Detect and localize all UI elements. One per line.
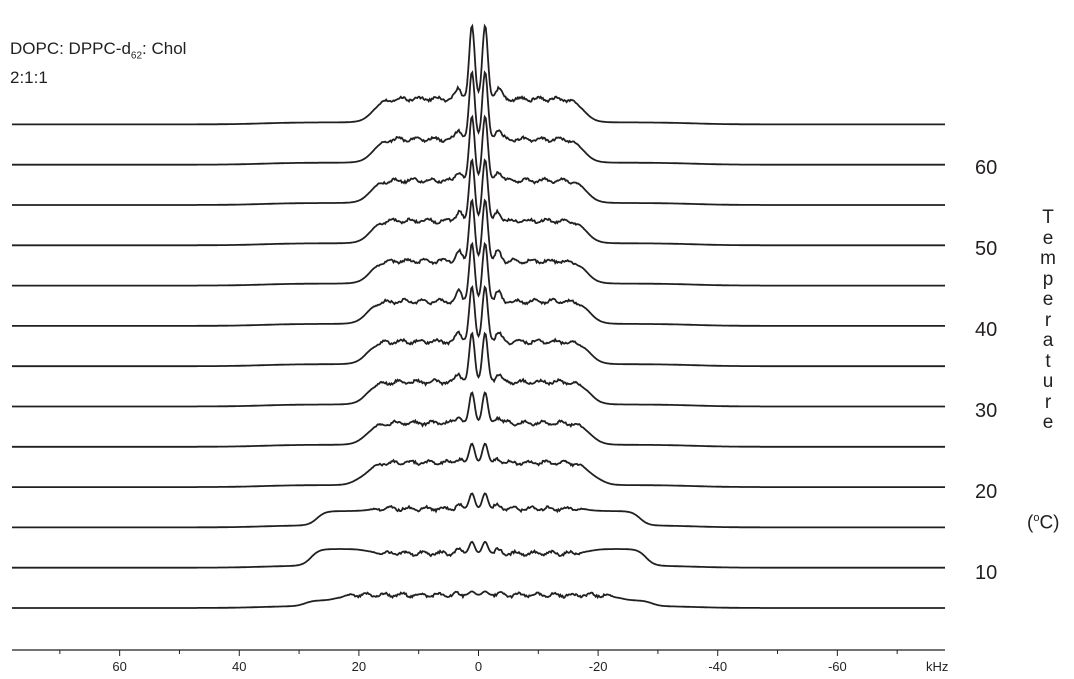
y-axis-title-letter: e bbox=[1042, 289, 1054, 310]
y-tick-label: 30 bbox=[975, 400, 997, 422]
spectrum-trace-5 bbox=[12, 391, 945, 448]
x-tick-label: 20 bbox=[352, 659, 366, 674]
spectrum-trace-12 bbox=[12, 70, 945, 166]
x-tick-label: -40 bbox=[708, 659, 727, 674]
y-tick-label: 40 bbox=[975, 319, 997, 341]
title-line-2: 2:1:1 bbox=[10, 68, 48, 88]
x-tick-label: -60 bbox=[828, 659, 847, 674]
y-tick-labels: 60 50 40 30 20 10 bbox=[975, 157, 997, 584]
chart-title: DOPC: DPPC-d62: Chol 2:1:1 bbox=[10, 38, 186, 89]
y-tick-label: 50 bbox=[975, 238, 997, 260]
y-axis-title-letter: a bbox=[1042, 330, 1054, 351]
spectrum-trace-7 bbox=[12, 285, 945, 368]
y-axis-title-letter: r bbox=[1044, 309, 1052, 331]
spectrum-trace-2 bbox=[12, 540, 945, 569]
title-line-1: DOPC: DPPC-d62: Chol bbox=[10, 39, 187, 62]
x-tick-label: 60 bbox=[112, 659, 126, 674]
spectrum-trace-4 bbox=[12, 442, 945, 488]
y-axis-unit: (oC) bbox=[1027, 512, 1060, 534]
spectrum-trace-11 bbox=[12, 114, 945, 206]
spectrum-trace-8 bbox=[12, 241, 945, 327]
x-axis-label: kHz bbox=[926, 659, 948, 674]
spectrum-trace-3 bbox=[12, 492, 945, 529]
y-tick-label: 60 bbox=[975, 157, 997, 179]
y-axis-title-letter: e bbox=[1042, 412, 1054, 433]
spectrum-trace-9 bbox=[12, 198, 945, 287]
y-axis-title-letter: u bbox=[1042, 371, 1054, 392]
y-axis-title-letter: m bbox=[1040, 248, 1056, 269]
x-tick-label: 40 bbox=[232, 659, 246, 674]
y-axis-title-letter: p bbox=[1042, 268, 1054, 290]
y-axis-title-letter: T bbox=[1042, 207, 1054, 228]
spectrum-trace-6 bbox=[12, 331, 945, 408]
spectra-traces bbox=[12, 23, 945, 609]
y-axis-title-letter: r bbox=[1044, 391, 1052, 413]
x-axis: 60 40 20 0 -20 -40 -60 kHz bbox=[12, 649, 948, 674]
spectrum-trace-13 bbox=[12, 23, 945, 126]
y-axis-title-letter: e bbox=[1042, 227, 1054, 249]
spectrum-trace-10 bbox=[12, 158, 945, 247]
spectrum-trace-1 bbox=[12, 590, 945, 609]
y-axis-title-letter: t bbox=[1045, 350, 1051, 372]
y-tick-label: 20 bbox=[975, 481, 997, 503]
y-tick-label: 10 bbox=[975, 562, 997, 584]
x-tick-label: -20 bbox=[589, 659, 608, 674]
x-tick-label: 0 bbox=[475, 659, 482, 674]
